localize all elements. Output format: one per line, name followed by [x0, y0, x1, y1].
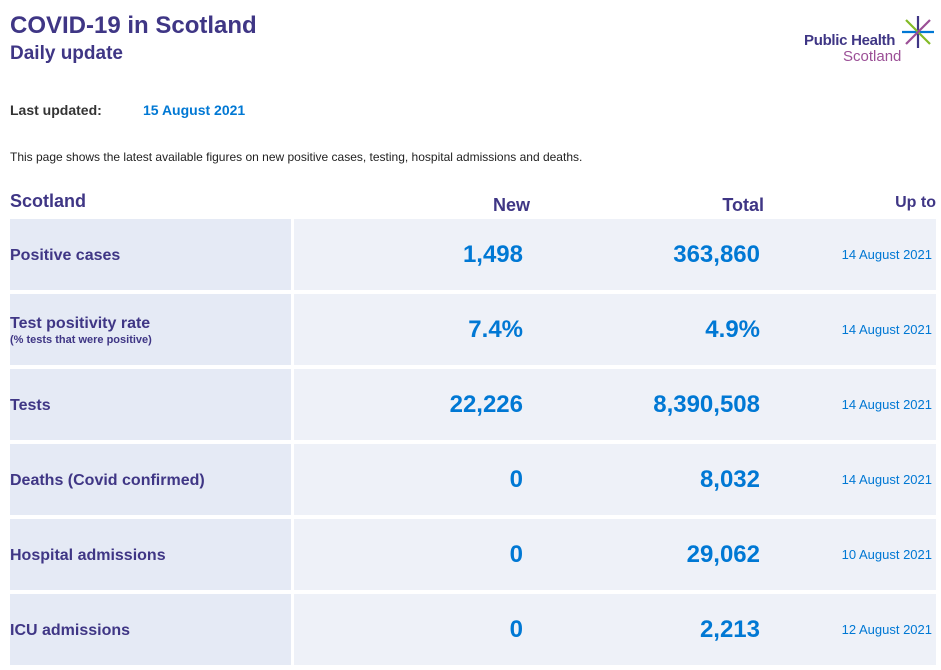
new-value: 22,226 [449, 391, 523, 418]
row-label: ICU admissions [10, 622, 131, 639]
row-label-cell [10, 444, 291, 515]
row-value-cell [294, 594, 936, 665]
up-to-date: 14 August 2021 [841, 397, 932, 412]
row-label-cell [10, 294, 291, 365]
column-header-up-to: Up to [895, 194, 936, 211]
total-value: 4.9% [705, 316, 760, 343]
row-sublabel: (% tests that were positive) [10, 334, 152, 346]
row-value-cell [294, 294, 936, 365]
total-value: 29,062 [686, 541, 760, 568]
new-value: 7.4% [468, 316, 523, 343]
row-label: Hospital admissions [10, 547, 166, 564]
row-value-cell [294, 369, 936, 440]
up-to-date: 12 August 2021 [841, 622, 932, 637]
row-label-cell [10, 369, 291, 440]
new-value: 0 [509, 466, 523, 493]
last-updated-label: Last updated: [10, 102, 102, 118]
row-label: Positive cases [10, 247, 121, 264]
total-value: 8,390,508 [653, 391, 760, 418]
total-value: 2,213 [699, 616, 760, 643]
page-subtitle: Daily update [10, 43, 123, 64]
column-header-total: Total [722, 195, 764, 215]
table-row-test-positivity: Test positivity rate (% tests that were … [10, 294, 936, 365]
table-row-positive-cases: Positive cases 1,498 363,860 14 August 2… [10, 219, 936, 290]
intro-text: This page shows the latest available fig… [10, 150, 583, 164]
row-label: Test positivity rate [10, 315, 151, 332]
table-row-deaths: Deaths (Covid confirmed) 0 8,032 14 Augu… [10, 444, 936, 515]
new-value: 1,498 [462, 241, 523, 268]
row-label: Deaths (Covid confirmed) [10, 472, 205, 489]
column-header-new: New [492, 195, 530, 215]
row-value-cell [294, 444, 936, 515]
up-to-date: 14 August 2021 [841, 472, 932, 487]
logo-text-line2: Scotland [843, 48, 902, 65]
total-value: 8,032 [699, 466, 760, 493]
row-label: Tests [10, 397, 51, 414]
star-burst-logo-icon [902, 16, 934, 48]
new-value: 0 [509, 616, 523, 643]
new-value: 0 [509, 541, 523, 568]
row-value-cell [294, 519, 936, 590]
table-row-icu-admissions: ICU admissions 0 2,213 12 August 2021 [10, 594, 936, 665]
row-label-cell [10, 594, 291, 665]
last-updated-date: 15 August 2021 [143, 102, 246, 118]
table-row-hospital-admissions: Hospital admissions 0 29,062 10 August 2… [10, 519, 936, 590]
table-row-tests: Tests 22,226 8,390,508 14 August 2021 [10, 369, 936, 440]
up-to-date: 14 August 2021 [841, 322, 932, 337]
row-label-cell [10, 519, 291, 590]
public-health-scotland-logo[interactable]: Public Health Scotland [800, 14, 936, 70]
column-header-region: Scotland [10, 191, 87, 211]
total-value: 363,860 [673, 241, 760, 268]
row-label-cell [10, 219, 291, 290]
logo-text-line1: Public Health [804, 32, 896, 49]
up-to-date: 14 August 2021 [841, 247, 932, 262]
row-value-cell [294, 219, 936, 290]
page-title: COVID-19 in Scotland [10, 12, 257, 39]
up-to-date: 10 August 2021 [841, 547, 932, 562]
